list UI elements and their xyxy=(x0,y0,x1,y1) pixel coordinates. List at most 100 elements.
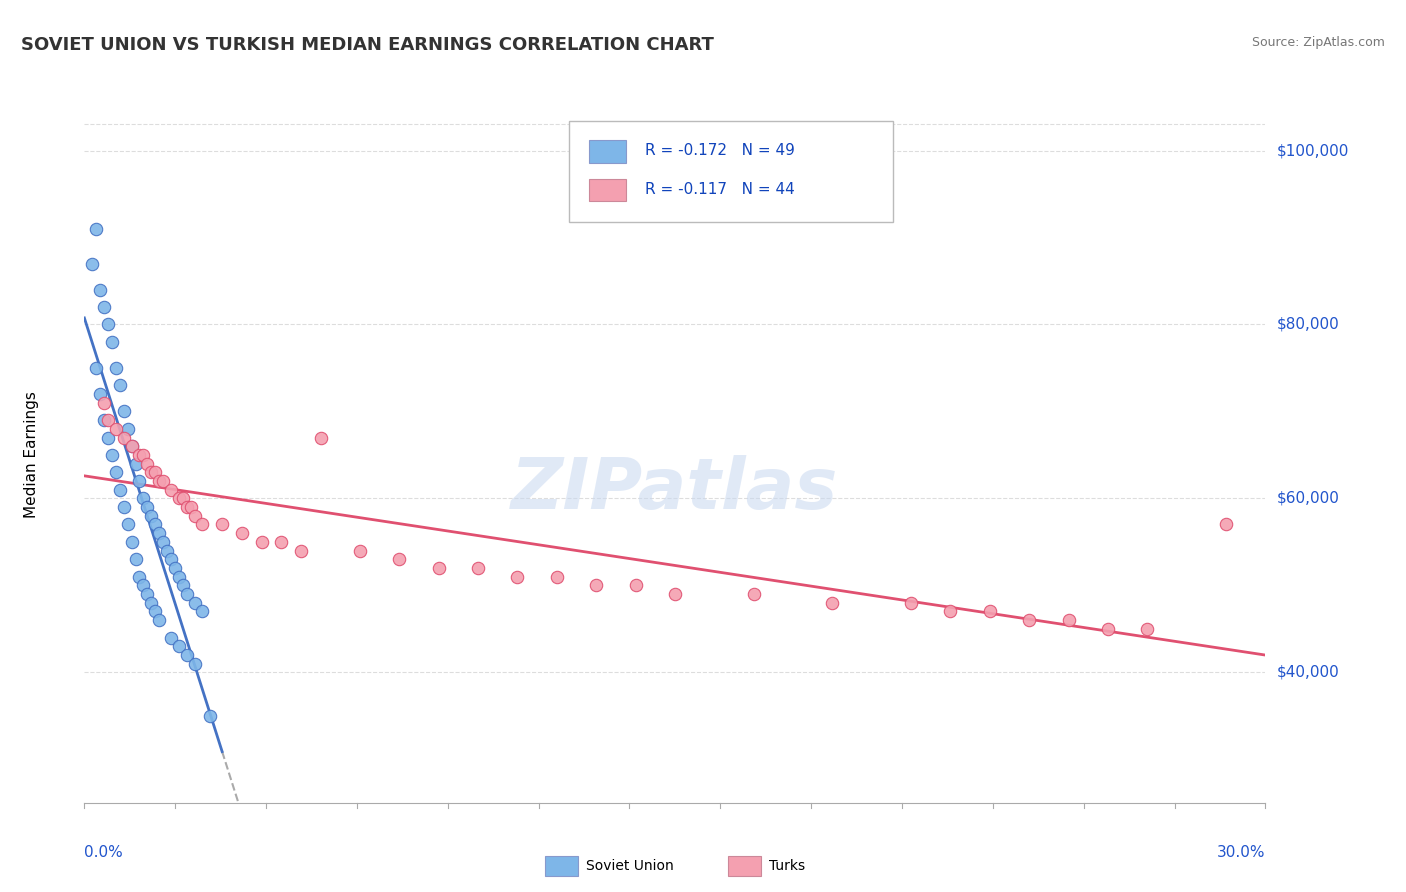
Point xyxy=(1136,622,1159,636)
Point xyxy=(121,439,143,453)
Point xyxy=(200,708,222,723)
Point xyxy=(84,222,107,236)
Point xyxy=(152,535,174,549)
Point xyxy=(132,448,155,462)
Point xyxy=(1057,613,1080,627)
Point xyxy=(104,361,127,376)
Point xyxy=(121,439,143,453)
Point xyxy=(136,457,159,471)
Point xyxy=(250,535,273,549)
Text: SOVIET UNION VS TURKISH MEDIAN EARNINGS CORRELATION CHART: SOVIET UNION VS TURKISH MEDIAN EARNINGS … xyxy=(21,36,714,54)
Point xyxy=(167,570,190,584)
Text: Soviet Union: Soviet Union xyxy=(586,859,673,873)
Point xyxy=(742,587,765,601)
Text: $60,000: $60,000 xyxy=(1277,491,1340,506)
Point xyxy=(143,605,166,619)
Point xyxy=(156,543,179,558)
Text: ZIPatlas: ZIPatlas xyxy=(512,455,838,524)
Point xyxy=(979,605,1001,619)
Point xyxy=(191,517,214,532)
Point xyxy=(82,257,104,271)
Point xyxy=(108,483,131,497)
Point xyxy=(821,596,844,610)
Point xyxy=(93,300,115,314)
Point xyxy=(148,613,170,627)
Point xyxy=(309,431,332,445)
Point xyxy=(104,466,127,480)
Point xyxy=(160,552,183,566)
Point xyxy=(124,552,146,566)
Text: $80,000: $80,000 xyxy=(1277,317,1340,332)
FancyBboxPatch shape xyxy=(589,178,627,201)
Point xyxy=(128,448,150,462)
Point xyxy=(1018,613,1040,627)
Point xyxy=(427,561,450,575)
Point xyxy=(585,578,607,592)
Point xyxy=(89,283,111,297)
Text: 30.0%: 30.0% xyxy=(1218,845,1265,860)
Point xyxy=(231,526,253,541)
Point xyxy=(167,639,190,653)
Point xyxy=(143,466,166,480)
Point xyxy=(128,474,150,488)
Point xyxy=(939,605,962,619)
Point xyxy=(191,605,214,619)
Text: Median Earnings: Median Earnings xyxy=(24,392,39,518)
Point xyxy=(121,535,143,549)
Point xyxy=(172,578,194,592)
Point xyxy=(388,552,411,566)
Point xyxy=(97,431,120,445)
Point xyxy=(112,500,135,514)
Point xyxy=(270,535,292,549)
Point xyxy=(211,517,233,532)
Point xyxy=(132,578,155,592)
Point xyxy=(160,631,183,645)
Point xyxy=(141,596,163,610)
Point xyxy=(167,491,190,506)
Text: R = -0.172   N = 49: R = -0.172 N = 49 xyxy=(645,144,796,159)
Point xyxy=(117,517,139,532)
Point xyxy=(132,491,155,506)
Point xyxy=(101,334,124,349)
Point xyxy=(183,657,205,671)
Point xyxy=(141,466,163,480)
Point xyxy=(84,361,107,376)
Point xyxy=(97,413,120,427)
Point xyxy=(172,491,194,506)
Point xyxy=(180,500,202,514)
Text: 0.0%: 0.0% xyxy=(84,845,124,860)
Point xyxy=(141,508,163,523)
Point xyxy=(546,570,568,584)
Point xyxy=(124,457,146,471)
Point xyxy=(160,483,183,497)
Point xyxy=(89,387,111,401)
Point xyxy=(290,543,312,558)
Point xyxy=(108,378,131,392)
FancyBboxPatch shape xyxy=(568,121,893,222)
Point xyxy=(183,596,205,610)
Text: Source: ZipAtlas.com: Source: ZipAtlas.com xyxy=(1251,36,1385,49)
Point xyxy=(349,543,371,558)
Text: R = -0.117   N = 44: R = -0.117 N = 44 xyxy=(645,182,796,196)
Point xyxy=(624,578,647,592)
Point xyxy=(467,561,489,575)
FancyBboxPatch shape xyxy=(589,140,627,162)
Point xyxy=(136,500,159,514)
Point xyxy=(128,570,150,584)
Point xyxy=(136,587,159,601)
Point xyxy=(183,508,205,523)
Text: $100,000: $100,000 xyxy=(1277,143,1348,158)
Point xyxy=(93,413,115,427)
Point xyxy=(112,404,135,418)
Point xyxy=(101,448,124,462)
Point xyxy=(112,431,135,445)
Point xyxy=(900,596,922,610)
Point xyxy=(148,474,170,488)
FancyBboxPatch shape xyxy=(546,856,578,876)
Point xyxy=(163,561,186,575)
Text: Turks: Turks xyxy=(769,859,806,873)
Point xyxy=(148,526,170,541)
Point xyxy=(97,318,120,332)
Point xyxy=(1097,622,1119,636)
Point xyxy=(143,517,166,532)
